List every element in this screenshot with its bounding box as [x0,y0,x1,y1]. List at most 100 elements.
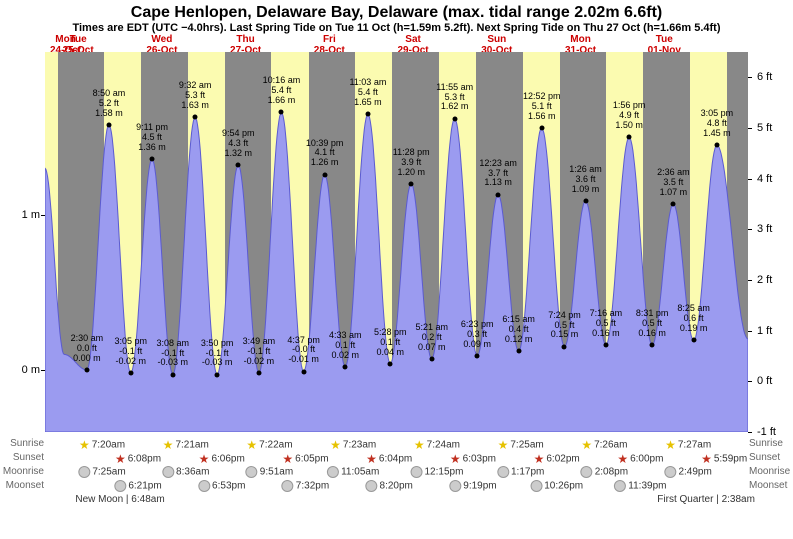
tide-label: 7:24 pm0.5 ft0.15 m [548,311,581,341]
footer-item: 2:49pm [664,466,711,478]
y-tick-right: 5 ft [753,122,793,134]
moon-icon [78,466,90,478]
sun-icon: ★ [246,438,257,452]
footer-item: 6:53pm [198,480,245,492]
chart-footer: SunriseSunrise★7:20am★7:21am★7:22am★7:23… [45,438,748,510]
moon-icon [246,466,258,478]
sun-icon: ★ [581,438,592,452]
tide-label: 8:31 pm0.5 ft0.16 m [636,309,669,339]
footer-item: ★6:03pm [450,452,496,466]
footer-row-label: Moonset [749,480,793,491]
footer-item: ★6:06pm [199,452,245,466]
sun-icon: ★ [701,452,712,466]
tide-point [343,364,348,369]
y-axis-right: -1 ft0 ft1 ft2 ft3 ft4 ft5 ft6 ft [753,52,793,432]
sun-icon: ★ [163,438,174,452]
moon-icon [162,466,174,478]
tide-point [84,367,89,372]
tide-point [193,115,198,120]
tide-point [365,112,370,117]
moon-phase-row: New Moon | 6:48amFirst Quarter | 2:38am [45,494,748,510]
moon-icon [530,480,542,492]
footer-row-label: Sunset [749,452,793,463]
sun-icon: ★ [450,452,461,466]
tide-point [627,135,632,140]
tide-point [128,371,133,376]
tide-label: 3:05 pm4.8 ft1.45 m [701,109,734,139]
tide-label: 12:23 am3.7 ft1.13 m [479,159,517,189]
footer-row: MoonriseMoonrise7:25am8:36am9:51am11:05a… [45,466,748,480]
footer-item: ★7:21am [163,438,209,452]
moon-icon [327,466,339,478]
footer-row: MoonsetMoonset6:21pm6:53pm7:32pm8:20pm9:… [45,480,748,494]
footer-item: ★6:00pm [617,452,663,466]
sun-icon: ★ [199,452,210,466]
x-axis-labels: Mon24-OctTue25-OctWed26-OctThu27-OctFri2… [45,34,748,54]
y-tick-right: 6 ft [753,71,793,83]
tide-point [603,343,608,348]
tide-label: 2:30 am0.0 ft0.00 m [71,334,104,364]
footer-item: 10:26pm [530,480,583,492]
y-tick-right: 0 ft [753,375,793,387]
tide-label: 4:33 am0.1 ft0.02 m [329,331,362,361]
footer-item: 9:51am [246,466,293,478]
tide-label: 8:50 am5.2 ft1.58 m [93,89,126,119]
footer-item: ★6:04pm [366,452,412,466]
tide-point [452,116,457,121]
y-tick-right: 1 ft [753,325,793,337]
footer-row-label: Moonset [0,480,44,491]
y-tick-right: 2 ft [753,274,793,286]
footer-row-label: Moonrise [0,466,44,477]
tide-plot-area: 2:30 am0.0 ft0.00 m 8:50 am5.2 ft1.58 m 3:… [45,52,748,432]
footer-row: SunriseSunrise★7:20am★7:21am★7:22am★7:23… [45,438,748,452]
tide-label: 1:56 pm4.9 ft1.50 m [613,101,646,131]
tide-point [256,371,261,376]
tide-label: 11:55 am5.3 ft1.62 m [436,83,473,113]
moon-icon [366,480,378,492]
footer-item: 6:21pm [114,480,161,492]
tide-label: 5:28 pm0.1 ft0.04 m [374,328,407,358]
footer-item: 8:20pm [366,480,413,492]
y-axis-left: 0 m1 m [0,52,40,432]
moon-icon [410,466,422,478]
tide-label: 10:16 am5.4 ft1.66 m [263,76,301,106]
tide-point [650,343,655,348]
tide-point [215,372,220,377]
y-tick-right: 4 ft [753,173,793,185]
footer-item: 7:32pm [282,480,329,492]
footer-item: ★7:25am [498,438,544,452]
tide-point [279,110,284,115]
footer-row-label: Sunset [0,452,44,463]
footer-row: SunsetSunset★6:08pm★6:06pm★6:05pm★6:04pm… [45,452,748,466]
footer-item: 9:19pm [449,480,496,492]
tide-point [583,198,588,203]
tide-label: 9:11 pm4.5 ft1.36 m [136,123,168,153]
sun-icon: ★ [366,452,377,466]
tide-label: 10:39 pm4.1 ft1.26 m [306,139,344,169]
tide-label: 11:28 pm3.9 ft1.20 m [393,148,430,178]
sun-icon: ★ [617,452,628,466]
sun-icon: ★ [414,438,425,452]
footer-row-label: Moonrise [749,466,793,477]
tide-point [409,181,414,186]
tide-label: 8:25 am0.6 ft0.19 m [677,304,710,334]
footer-item: 2:08pm [581,466,628,478]
sun-icon: ★ [330,438,341,452]
tide-point [106,122,111,127]
moon-phase-note: First Quarter | 2:38am [657,494,755,505]
footer-item: ★7:23am [330,438,376,452]
tide-label: 11:03 am5.4 ft1.65 m [349,78,386,108]
y-tick-right: 3 ft [753,223,793,235]
tide-point [388,361,393,366]
tide-point [236,163,241,168]
footer-item: 11:39pm [614,480,666,492]
tide-label: 5:21 am0.2 ft0.07 m [415,323,448,353]
sun-icon: ★ [115,452,126,466]
sun-icon: ★ [498,438,509,452]
tide-label: 3:08 am-0.1 ft-0.03 m [157,339,190,369]
footer-row-label: Sunrise [0,438,44,449]
tide-point [516,349,521,354]
footer-item: ★7:26am [581,438,627,452]
tide-label: 6:15 am0.4 ft0.12 m [502,315,535,345]
tide-point [170,372,175,377]
